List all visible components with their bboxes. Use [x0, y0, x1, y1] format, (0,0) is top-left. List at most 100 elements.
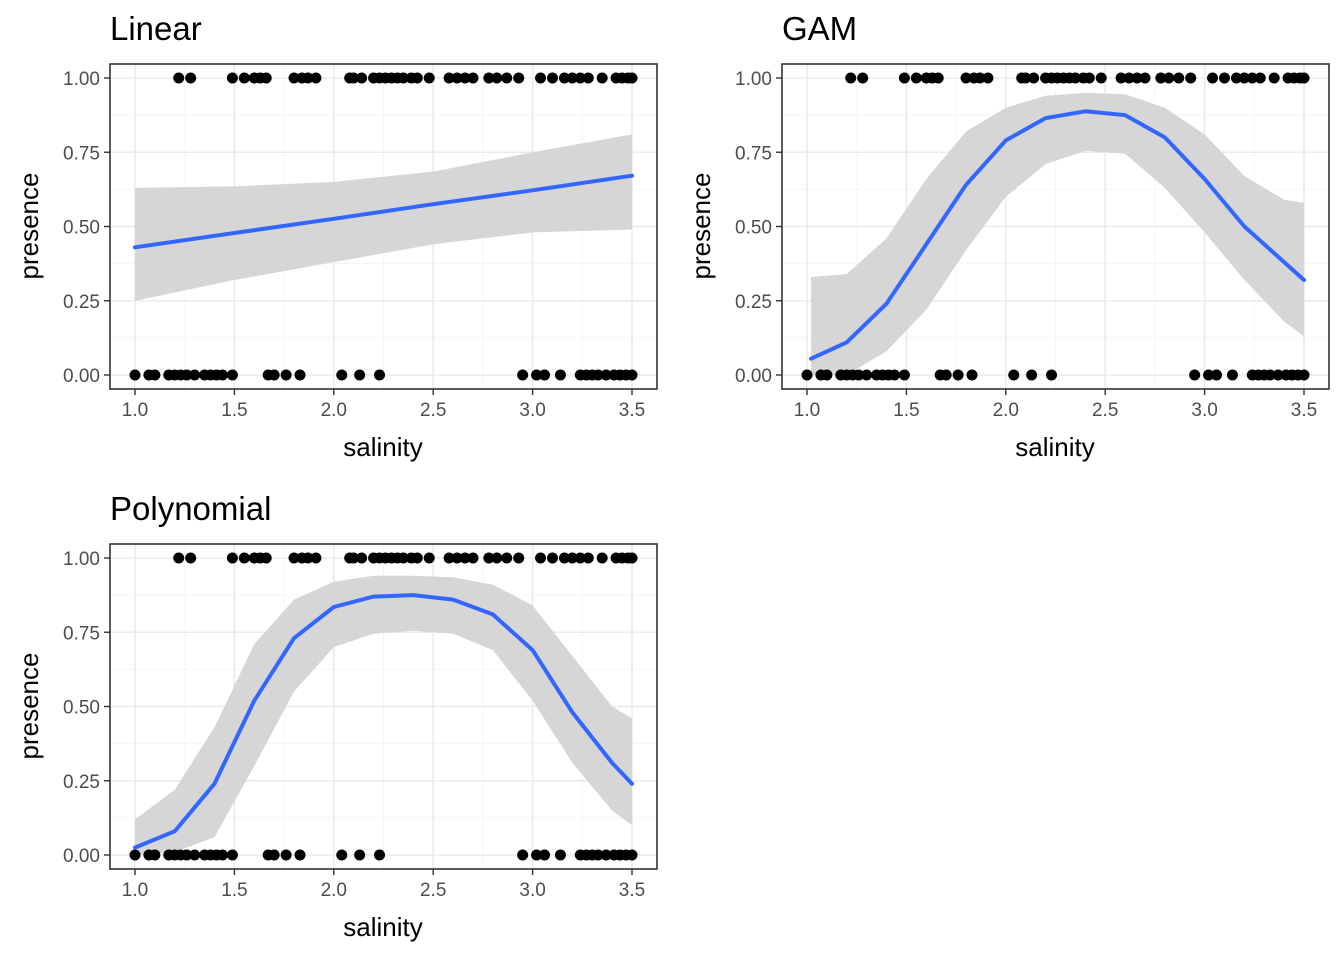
data-point [491, 552, 503, 564]
confidence-ribbon [135, 134, 632, 301]
data-point [189, 849, 201, 861]
data-point [226, 849, 238, 861]
data-point [1226, 369, 1238, 381]
data-point [260, 72, 272, 84]
data-point [310, 552, 322, 564]
data-point [1026, 369, 1038, 381]
data-point [1020, 72, 1032, 84]
y-tick-label: 0.25 [63, 292, 100, 313]
data-point [226, 552, 238, 564]
data-point [310, 72, 322, 84]
data-point [888, 369, 900, 381]
y-tick-label: 0.50 [735, 218, 772, 239]
data-point [539, 849, 551, 861]
x-axis-title-polynomial: salinity [343, 912, 422, 942]
data-point [173, 72, 185, 84]
panel-polynomial: 1.0 1.5 2.0 2.5 3.0 3.5 0.00 0.25 0.50 0.75 1.00 [63, 543, 658, 901]
x-tick-label: 1.5 [221, 880, 247, 901]
data-point [354, 369, 366, 381]
data-point [940, 369, 952, 381]
y-tick-label: 0.00 [63, 846, 100, 867]
data-point [1155, 72, 1167, 84]
data-point [853, 369, 865, 381]
data-point [574, 552, 586, 564]
data-point [483, 72, 495, 84]
data-point [596, 72, 608, 84]
data-point [1123, 72, 1135, 84]
data-point [513, 552, 525, 564]
data-point [966, 369, 978, 381]
data-point [185, 72, 197, 84]
data-point [1218, 72, 1230, 84]
data-point [1163, 72, 1175, 84]
data-point [149, 369, 161, 381]
data-point [626, 849, 638, 861]
data-point [451, 552, 463, 564]
data-point [423, 552, 435, 564]
x-tick-label: 3.5 [1291, 400, 1317, 421]
data-point [173, 552, 185, 564]
x-tick-label: 3.5 [619, 400, 645, 421]
data-point [1298, 369, 1310, 381]
data-point [397, 72, 409, 84]
y-tick-label: 0.75 [63, 143, 100, 164]
data-point [226, 369, 238, 381]
data-point [467, 72, 479, 84]
data-point [592, 849, 604, 861]
data-point [1008, 369, 1020, 381]
data-point [517, 849, 529, 861]
data-point [531, 369, 543, 381]
data-point [960, 72, 972, 84]
data-point [1207, 72, 1219, 84]
data-point [459, 72, 471, 84]
y-tick-label: 0.25 [735, 292, 772, 313]
x-tick-label: 1.5 [221, 400, 247, 421]
panel-title-polynomial: Polynomial [110, 490, 271, 527]
data-point [1173, 72, 1185, 84]
data-point [531, 849, 543, 861]
y-axis-title-polynomial: presence [14, 653, 44, 760]
fit-line [133, 593, 634, 850]
data-point [294, 849, 306, 861]
data-point [539, 369, 551, 381]
data-point [910, 72, 922, 84]
data-point [280, 369, 292, 381]
data-point [451, 72, 463, 84]
data-point [181, 849, 193, 861]
panel-title-gam: GAM [782, 10, 857, 47]
data-point [546, 552, 558, 564]
y-axis-title-linear: presence [14, 173, 44, 280]
data-point [558, 72, 570, 84]
data-point [1211, 369, 1223, 381]
data-point [348, 72, 360, 84]
data-point [129, 369, 141, 381]
data-point [501, 552, 513, 564]
data-point [268, 369, 280, 381]
confidence-ribbon [135, 575, 632, 855]
panel-title-linear: Linear [110, 10, 202, 47]
data-point [226, 72, 238, 84]
data-point [1115, 72, 1127, 84]
data-point [535, 552, 547, 564]
data-point [356, 72, 368, 84]
data-point [268, 849, 280, 861]
data-point [566, 552, 578, 564]
y-tick-label: 0.25 [63, 772, 100, 793]
data-point [189, 369, 201, 381]
data-point [517, 369, 529, 381]
data-point [302, 552, 314, 564]
data-point [1246, 72, 1258, 84]
data-point [149, 849, 161, 861]
data-point [1069, 72, 1081, 84]
data-point [582, 552, 594, 564]
x-tick-label: 3.0 [519, 400, 545, 421]
data-point [1028, 72, 1040, 84]
x-tick-label: 1.0 [122, 400, 148, 421]
x-axis-title-gam: salinity [1015, 432, 1094, 462]
y-tick-label: 0.75 [735, 143, 772, 164]
panel-gam: 1.0 1.5 2.0 2.5 3.0 3.5 0.00 0.25 0.50 0.75 1.00 [735, 63, 1330, 421]
data-point [861, 369, 873, 381]
y-axis-title-gam: presence [686, 173, 716, 280]
data-point [397, 552, 409, 564]
